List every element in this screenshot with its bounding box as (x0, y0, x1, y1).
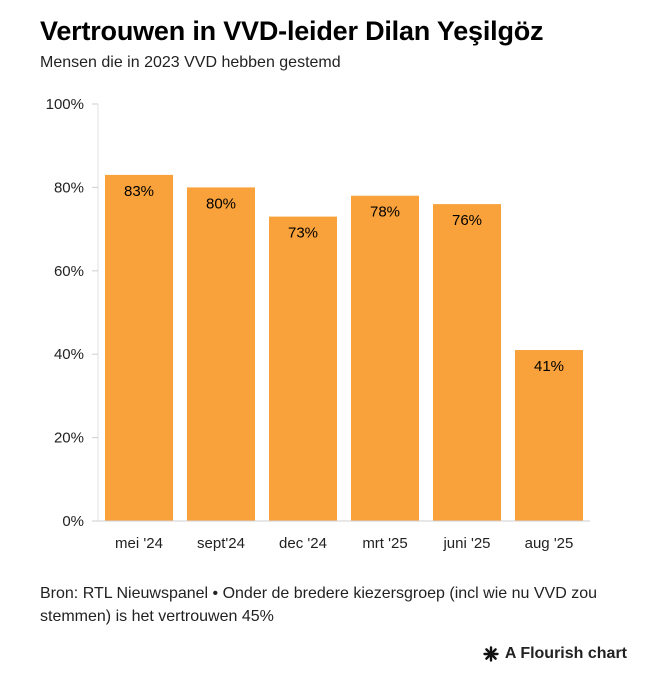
x-tick-label: juni '25 (442, 535, 490, 552)
flourish-credit[interactable]: A Flourish chart (483, 645, 627, 663)
y-tick-label: 20% (54, 430, 84, 447)
chart-subtitle: Mensen die in 2023 VVD hebben gestemd (40, 54, 341, 71)
bar-value-label: 83% (124, 183, 154, 200)
bar[interactable] (351, 195, 419, 522)
bar-value-label: 73% (288, 225, 318, 242)
asterisk-icon (483, 646, 499, 662)
flourish-credit-label: A Flourish chart (504, 645, 627, 662)
bar[interactable] (187, 187, 255, 521)
x-tick-label: dec '24 (279, 535, 327, 552)
y-tick-label: 60% (54, 263, 84, 280)
x-tick-label: sept'24 (197, 535, 245, 552)
x-tick-label: mei '24 (115, 535, 163, 552)
bars-group: 83% 80% 73% 78% 76% 41% (105, 174, 583, 522)
y-axis: 0% 20% 40% 60% 80% 100% (46, 96, 99, 530)
y-tick-label: 0% (62, 513, 84, 530)
bar[interactable] (433, 204, 501, 521)
x-axis: mei '24 sept'24 dec '24 mrt '25 juni '25 aug … (92, 520, 590, 552)
y-tick-label: 100% (46, 96, 84, 113)
bar[interactable] (105, 174, 173, 521)
bar-chart: 0% 20% 40% 60% 80% 100% 83% 80% 73% 78% 76% 41% me… (46, 96, 590, 552)
bar-value-label: 80% (206, 195, 236, 212)
y-tick-label: 80% (54, 179, 84, 196)
x-tick-label: aug '25 (525, 535, 574, 552)
bar-value-label: 76% (452, 212, 482, 229)
source-note: Bron: RTL Nieuwspanel • Onder de bredere… (40, 585, 597, 625)
bar-value-label: 78% (370, 204, 400, 221)
bar[interactable] (269, 216, 337, 521)
bar[interactable] (515, 350, 583, 521)
y-tick-label: 40% (54, 346, 84, 363)
bar-value-label: 41% (534, 358, 564, 375)
x-tick-label: mrt '25 (362, 535, 407, 552)
chart-title: Vertrouwen in VVD-leider Dilan Yeşilgöz (40, 16, 544, 46)
